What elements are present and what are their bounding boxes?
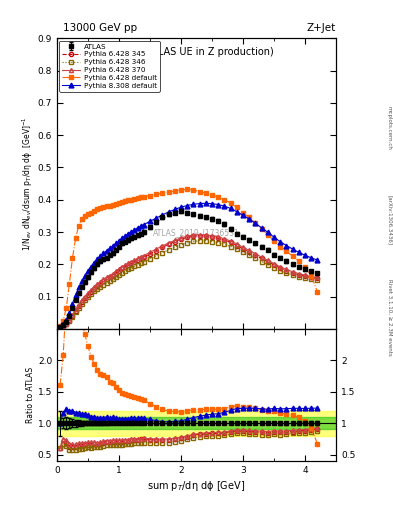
Text: Z+Jet: Z+Jet	[307, 23, 336, 33]
Pythia 6.428 default	[185, 186, 189, 193]
Pythia 6.428 345	[58, 325, 62, 331]
Pythia 6.428 346	[204, 238, 208, 244]
Pythia 6.428 346	[315, 278, 320, 284]
Pythia 6.428 346	[197, 238, 202, 244]
X-axis label: sum p$_T$/dη dϕ [GeV]: sum p$_T$/dη dϕ [GeV]	[147, 479, 246, 493]
Pythia 6.428 346	[120, 270, 125, 276]
Pythia 8.308 default	[315, 257, 320, 263]
Pythia 6.428 345	[166, 241, 171, 247]
Pythia 6.428 346	[58, 325, 62, 331]
Line: Pythia 6.428 370: Pythia 6.428 370	[58, 232, 320, 330]
Text: mcplots.cern.ch: mcplots.cern.ch	[387, 106, 392, 150]
Pythia 8.308 default	[61, 321, 66, 327]
Pythia 8.308 default	[241, 212, 245, 218]
Line: Pythia 6.428 default: Pythia 6.428 default	[58, 187, 320, 329]
Pythia 8.308 default	[166, 209, 171, 215]
Pythia 6.428 346	[166, 247, 171, 253]
Pythia 6.428 default	[58, 323, 62, 329]
Pythia 8.308 default	[185, 202, 189, 208]
Pythia 6.428 345	[120, 265, 125, 271]
Pythia 6.428 default	[166, 189, 171, 196]
Pythia 6.428 370	[204, 232, 208, 238]
Pythia 6.428 370	[58, 325, 62, 331]
Pythia 6.428 370	[185, 233, 189, 239]
Pythia 6.428 default	[120, 199, 125, 205]
Line: Pythia 6.428 346: Pythia 6.428 346	[58, 239, 320, 330]
Pythia 6.428 345	[197, 233, 202, 239]
Line: Pythia 6.428 345: Pythia 6.428 345	[58, 234, 320, 330]
Pythia 8.308 default	[58, 324, 62, 330]
Bar	[57, 417, 336, 430]
Pythia 8.308 default	[204, 200, 208, 206]
Pythia 6.428 370	[61, 323, 66, 329]
Text: 13000 GeV pp: 13000 GeV pp	[63, 23, 137, 33]
Pythia 6.428 345	[241, 246, 245, 252]
Text: Rivet 3.1.10, ≥ 2.3M events: Rivet 3.1.10, ≥ 2.3M events	[387, 279, 392, 356]
Bar	[57, 411, 336, 436]
Pythia 6.428 345	[61, 323, 66, 329]
Pythia 8.308 default	[197, 201, 202, 207]
Pythia 6.428 default	[241, 209, 245, 216]
Pythia 6.428 370	[315, 274, 320, 281]
Pythia 6.428 345	[204, 233, 208, 239]
Line: Pythia 8.308 default: Pythia 8.308 default	[58, 201, 320, 330]
Legend: ATLAS, Pythia 6.428 345, Pythia 6.428 346, Pythia 6.428 370, Pythia 6.428 defaul: ATLAS, Pythia 6.428 345, Pythia 6.428 34…	[59, 40, 160, 92]
Text: ATLAS_2019_I1736531: ATLAS_2019_I1736531	[153, 228, 240, 238]
Pythia 6.428 346	[241, 249, 245, 255]
Pythia 8.308 default	[120, 235, 125, 241]
Y-axis label: 1/N$_{ev}$ dN$_{ev}$/dsum p$_T$/dη dϕ  [GeV]$^{-1}$: 1/N$_{ev}$ dN$_{ev}$/dsum p$_T$/dη dϕ [G…	[20, 116, 35, 251]
Pythia 6.428 default	[315, 289, 320, 295]
Pythia 6.428 345	[315, 275, 320, 282]
Pythia 6.428 370	[197, 231, 202, 238]
Pythia 6.428 346	[61, 323, 66, 329]
Pythia 6.428 370	[120, 264, 125, 270]
Pythia 6.428 default	[204, 190, 208, 196]
Text: [arXiv:1306.3436]: [arXiv:1306.3436]	[387, 195, 392, 245]
Y-axis label: Ratio to ATLAS: Ratio to ATLAS	[26, 367, 35, 423]
Pythia 6.428 default	[61, 317, 66, 324]
Pythia 6.428 default	[191, 187, 196, 193]
Pythia 6.428 345	[185, 234, 189, 241]
Pythia 6.428 346	[185, 240, 189, 246]
Pythia 6.428 370	[241, 244, 245, 250]
Text: Nch (ATLAS UE in Z production): Nch (ATLAS UE in Z production)	[119, 47, 274, 57]
Pythia 6.428 370	[166, 240, 171, 246]
